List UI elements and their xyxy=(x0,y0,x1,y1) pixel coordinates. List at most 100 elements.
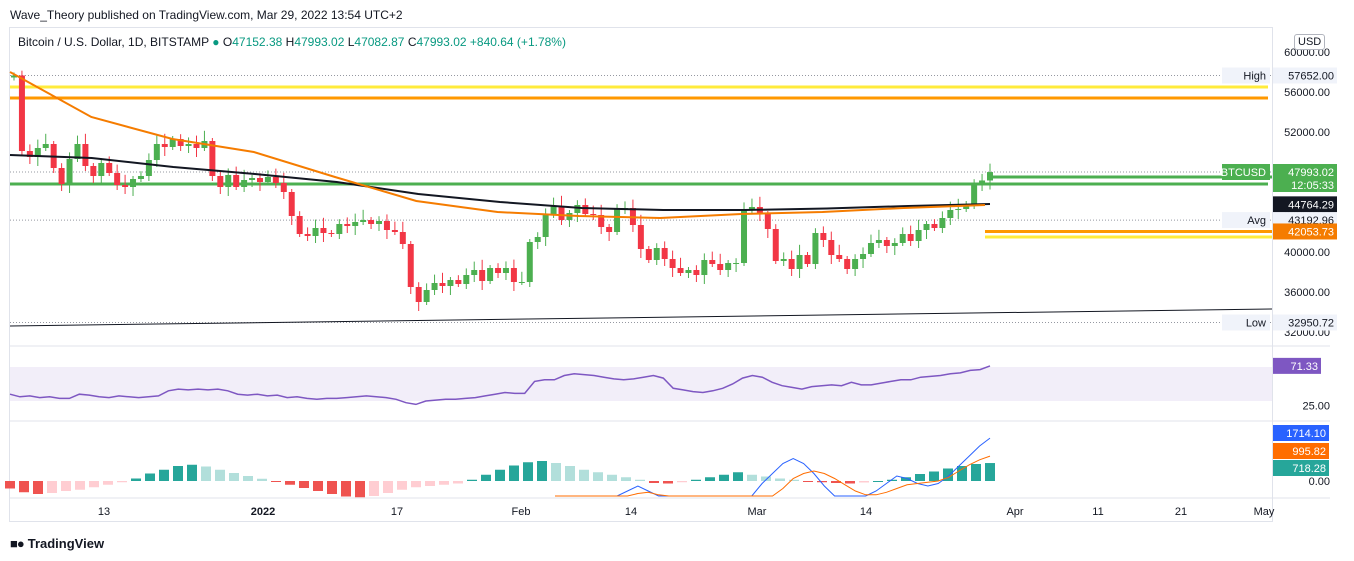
candle-body xyxy=(312,228,319,236)
candle-body xyxy=(368,220,375,224)
candle-body xyxy=(820,233,827,240)
candle-body xyxy=(82,144,89,166)
macd-histogram-bar xyxy=(369,481,379,496)
macd-histogram-bar xyxy=(103,481,113,485)
macd-histogram-bar xyxy=(789,479,799,481)
btcusd-label-bg xyxy=(1222,164,1270,180)
macd-histogram-bar xyxy=(957,466,967,481)
rsi-line xyxy=(9,365,991,406)
candle-body xyxy=(145,160,152,176)
x-tick-label: Apr xyxy=(1006,506,1023,518)
high-price-tag: 57652.00 xyxy=(1288,70,1334,82)
open-label: O xyxy=(222,35,233,49)
x-tick-label: 14 xyxy=(625,506,637,518)
candle-body xyxy=(764,214,771,229)
candle-body xyxy=(534,237,541,242)
macd-line xyxy=(555,437,991,497)
candle-body xyxy=(344,224,351,226)
macd-histogram-bar xyxy=(929,471,939,481)
macd-histogram-bar xyxy=(33,481,43,494)
macd-histogram-bar xyxy=(887,479,897,481)
candle-body xyxy=(360,220,367,222)
open-value: 47152.38 xyxy=(232,35,283,49)
candle-body xyxy=(598,215,605,227)
candle-body xyxy=(479,270,486,281)
candle-body xyxy=(439,283,446,286)
candle-body xyxy=(399,232,406,244)
candle-body xyxy=(11,75,17,78)
candle-body xyxy=(185,144,192,146)
footer-brand-text: TradingView xyxy=(27,536,105,551)
candle-body xyxy=(677,268,684,273)
candle-body xyxy=(685,270,692,273)
candle-body xyxy=(772,229,779,261)
candle-body xyxy=(510,268,517,282)
candle-body xyxy=(725,263,732,270)
black-ma-price-tag-bg xyxy=(1273,196,1337,213)
candle-body xyxy=(423,290,430,302)
macd-histogram-bar xyxy=(775,478,785,481)
candle-body xyxy=(693,270,700,275)
candle-body xyxy=(550,206,557,215)
macd-histogram-bar xyxy=(257,478,267,481)
macd-histogram-bar xyxy=(397,481,407,490)
candle-body xyxy=(463,275,470,284)
macd-histogram-bar xyxy=(19,481,29,493)
macd-histogram-bar xyxy=(425,481,435,486)
candle-body xyxy=(272,177,279,183)
candle-body xyxy=(320,228,327,233)
macd-histogram-bar xyxy=(915,474,925,481)
x-tick-label: Mar xyxy=(748,506,767,518)
candle-body xyxy=(352,222,359,226)
rsi-value-tag-bg xyxy=(1273,357,1321,374)
avg-label-bg xyxy=(1222,212,1270,229)
high-label: High xyxy=(1243,70,1266,82)
avg-label: Avg xyxy=(1247,215,1266,227)
candle-body xyxy=(249,178,256,180)
change-value: +840.64 (+1.78%) xyxy=(469,35,566,49)
candle-body xyxy=(391,230,398,232)
macd-histogram-bar xyxy=(901,477,911,481)
candle-body xyxy=(867,243,874,254)
support-trendline xyxy=(9,308,1273,327)
candle-body xyxy=(852,259,859,269)
candle-body xyxy=(328,233,335,234)
candle-body xyxy=(875,240,882,243)
orange-ma-price-tag-bg xyxy=(1273,223,1337,240)
macd-histogram-bar xyxy=(271,481,281,482)
candle-body xyxy=(106,163,113,173)
macd-histogram-bar xyxy=(817,481,827,483)
macd-histogram-bar xyxy=(173,466,183,481)
candle-body xyxy=(256,178,263,182)
candle-body xyxy=(225,175,232,187)
candle-body xyxy=(177,139,184,146)
candle-body xyxy=(709,260,716,264)
candle-body xyxy=(645,249,652,260)
candle-body xyxy=(915,230,922,241)
candle-body xyxy=(34,148,41,157)
candle-body xyxy=(383,221,390,230)
macd-value-tag: 995.82 xyxy=(1292,446,1326,458)
macd-histogram-bar xyxy=(131,478,141,481)
macd-histogram-bar xyxy=(495,469,505,481)
candle-body xyxy=(415,287,422,302)
candle-body xyxy=(217,176,224,187)
candle-body xyxy=(733,263,740,264)
candle-body xyxy=(161,144,168,147)
y-tick-label: 60000.00 xyxy=(1284,47,1330,59)
macd-histogram-bar xyxy=(705,477,715,481)
macd-histogram-bar xyxy=(453,481,463,484)
candle-body xyxy=(130,179,137,187)
rsi-y-tick: 25.00 xyxy=(1302,400,1330,412)
candle-body xyxy=(931,224,938,228)
candle-body xyxy=(407,244,414,287)
macd-histogram-bar xyxy=(649,481,659,483)
candle-body xyxy=(891,243,898,246)
macd-histogram-bar xyxy=(523,462,533,481)
currency-button[interactable]: USD xyxy=(1294,34,1326,50)
macd-histogram-bar xyxy=(411,481,421,488)
candle-body xyxy=(264,177,271,182)
macd-histogram-bar xyxy=(985,463,995,481)
macd-histogram-bar xyxy=(215,469,225,481)
